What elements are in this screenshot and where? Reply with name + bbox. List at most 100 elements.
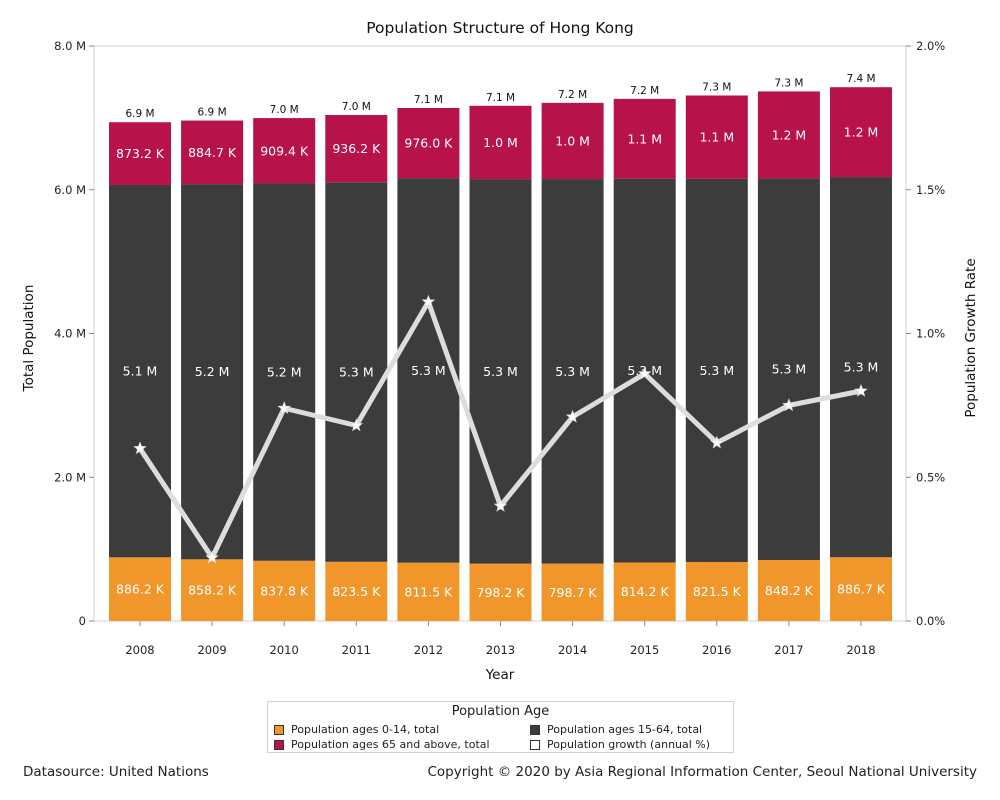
bar-value-label: 5.3 M <box>844 360 879 375</box>
bar-segment <box>181 120 244 185</box>
bar-segment <box>325 182 388 562</box>
bar-labels: 886.2 K 5.1 M 873.2 K 6.9 M 858.2 K 5.2 M 884.… <box>116 73 886 600</box>
bar-value-label: 798.7 K <box>549 585 598 600</box>
x-tick-label: 2011 <box>342 643 371 657</box>
bar-value-label: 886.7 K <box>837 582 886 597</box>
legend-item-ages-15-64: Population ages 15-64, total <box>530 723 702 736</box>
bar-segment <box>397 178 460 563</box>
bar-total-label: 7.1 M <box>414 94 443 106</box>
legend-label: Population growth (annual %) <box>547 738 711 751</box>
growth-point-marker <box>349 418 364 432</box>
x-tick-label: 2017 <box>774 643 803 657</box>
bar-value-label: 823.5 K <box>332 584 381 599</box>
growth-point-marker <box>637 366 652 380</box>
growth-point-marker <box>133 441 147 455</box>
y2-tick-label: 1.5% <box>916 183 945 197</box>
bar-total-label: 7.0 M <box>270 104 299 116</box>
growth-point-marker <box>277 401 291 414</box>
bar-segment <box>253 183 316 561</box>
y2-tick-label: 0.5% <box>916 470 945 484</box>
bar-value-label: 5.3 M <box>339 365 374 380</box>
legend-item-ages-0-14: Population ages 0-14, total <box>274 723 439 736</box>
bar-segment <box>469 563 532 621</box>
y2-tick-label: 0.0% <box>916 614 945 628</box>
y-tick-label: 4.0 M <box>54 327 86 341</box>
y-tick-label: 8.0 M <box>54 39 86 53</box>
growth-point-marker <box>565 409 580 423</box>
chart-title: Population Structure of Hong Kong <box>366 19 634 37</box>
y-axis-title: Total Population <box>21 285 37 393</box>
bar-segment <box>613 562 676 621</box>
bar-value-label: 909.4 K <box>260 143 309 158</box>
growth-point-marker <box>421 294 436 308</box>
bar-value-label: 5.3 M <box>483 364 518 379</box>
bar-segment <box>181 184 244 560</box>
bar-segment <box>109 122 171 185</box>
bar-value-label: 1.2 M <box>844 125 879 140</box>
bar-value-label: 798.2 K <box>477 585 526 600</box>
legend-item-ages-65-above: Population ages 65 and above, total <box>274 738 490 751</box>
legend-item-growth: Population growth (annual %) <box>530 738 710 751</box>
bar-total-label: 6.9 M <box>198 107 227 119</box>
bar-total-label: 7.3 M <box>702 81 731 93</box>
bar-value-label: 1.1 M <box>627 131 662 146</box>
bar-segment <box>685 95 748 179</box>
growth-point-marker <box>782 398 796 412</box>
bar-value-label: 873.2 K <box>116 146 165 161</box>
legend-label: Population ages 0-14, total <box>291 723 440 736</box>
bar-value-label: 936.2 K <box>332 141 381 156</box>
bars <box>109 87 892 621</box>
legend-swatch <box>274 739 284 750</box>
bar-value-label: 5.3 M <box>699 363 734 378</box>
bar-segment <box>757 560 820 621</box>
bar-value-label: 5.3 M <box>555 364 590 379</box>
x-tick-label: 2018 <box>846 643 875 657</box>
x-tick-label: 2016 <box>702 643 731 657</box>
growth-point-marker <box>854 383 868 397</box>
growth-point-marker <box>205 550 219 564</box>
x-axis: 2008 2009 2010 2011 2012 2013 2014 2015 2016 2017… <box>125 621 876 657</box>
legend: Population Age Population ages 0-14, tot… <box>267 701 734 753</box>
bar-value-label: 5.3 M <box>772 362 807 377</box>
growth-point-marker <box>493 498 508 512</box>
bar-segment <box>325 561 388 621</box>
bar-segment <box>830 87 892 178</box>
bar-segment <box>109 184 171 558</box>
bar-segment <box>109 557 171 621</box>
x-tick-label: 2013 <box>486 643 515 657</box>
bar-segment <box>613 98 676 179</box>
bar-segment <box>325 115 388 183</box>
bar-segment <box>757 178 820 561</box>
footer-source: Datasource: United Nations <box>23 764 209 780</box>
bar-total-label: 7.2 M <box>558 89 587 101</box>
bar-value-label: 1.1 M <box>699 130 734 145</box>
bar-segment <box>685 561 748 621</box>
growth-line <box>133 294 868 564</box>
x-tick-label: 2009 <box>197 643 226 657</box>
bar-value-label: 837.8 K <box>260 583 309 598</box>
x-tick-label: 2014 <box>558 643 587 657</box>
bar-value-label: 5.3 M <box>411 363 446 378</box>
bar-segment <box>469 105 532 180</box>
bar-value-label: 814.2 K <box>621 584 670 599</box>
legend-swatch <box>530 724 540 735</box>
bar-segment <box>541 563 604 621</box>
bar-total-label: 7.4 M <box>846 73 875 85</box>
bar-segment <box>397 562 460 621</box>
y-tick-label: 2.0 M <box>54 470 86 484</box>
y2-tick-label: 1.0% <box>916 327 945 341</box>
bar-value-label: 1.0 M <box>555 133 590 148</box>
bar-value-label: 811.5 K <box>404 584 453 599</box>
footer-copyright: Copyright © 2020 by Asia Regional Inform… <box>427 764 978 780</box>
x-tick-label: 2015 <box>630 643 659 657</box>
y2-axis-title: Population Growth Rate <box>963 258 979 417</box>
bar-segment <box>541 179 604 564</box>
bar-total-label: 7.2 M <box>630 85 659 97</box>
bar-value-label: 848.2 K <box>765 583 814 598</box>
bar-total-label: 7.1 M <box>486 92 515 104</box>
bar-total-label: 7.0 M <box>342 101 371 113</box>
bar-value-label: 858.2 K <box>188 583 237 598</box>
y-tick-label: 6.0 M <box>54 183 86 197</box>
